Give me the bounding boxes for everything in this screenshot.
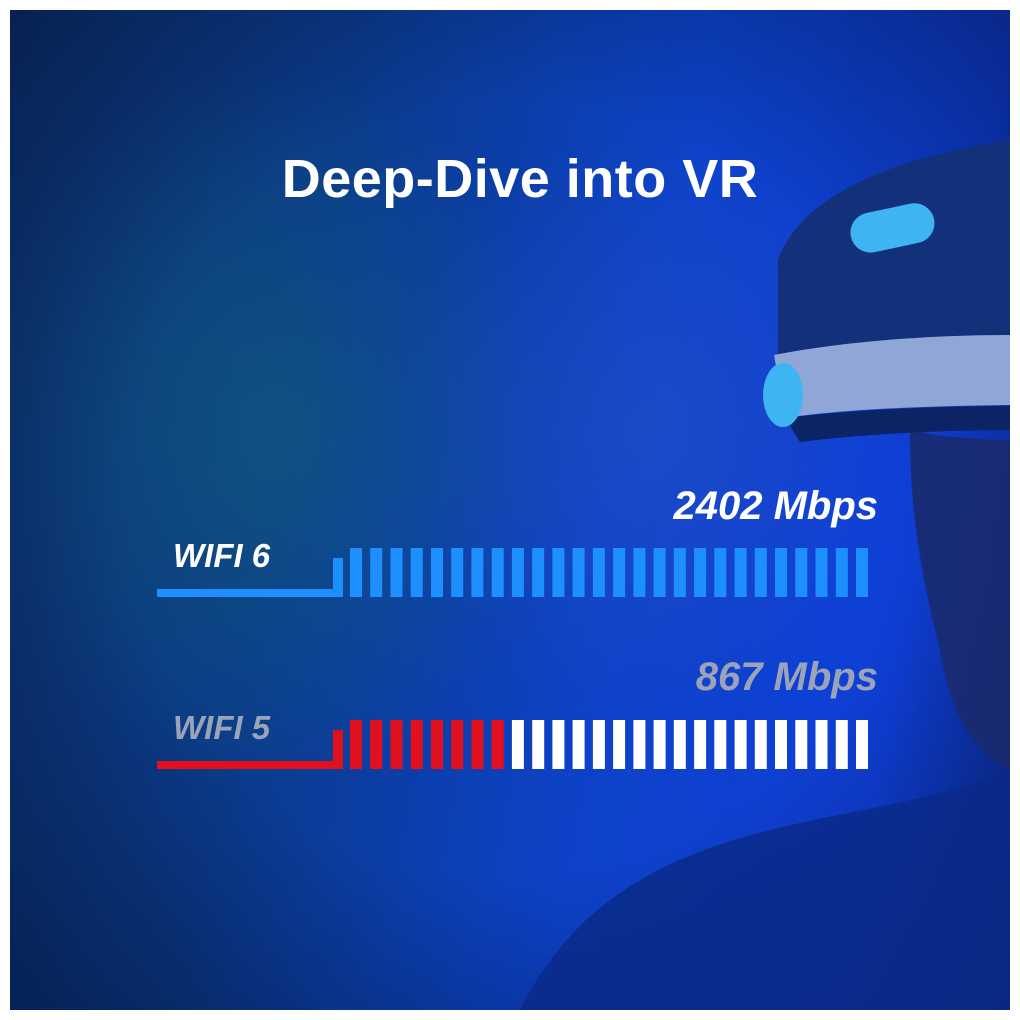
meter-segment bbox=[451, 720, 464, 769]
meter-segment bbox=[410, 548, 423, 597]
meter-segment bbox=[431, 720, 443, 769]
meter-segment bbox=[835, 720, 848, 769]
meter-segment bbox=[572, 548, 585, 597]
meter-segment bbox=[471, 548, 484, 597]
meter-segment bbox=[714, 548, 727, 597]
meter-segment bbox=[633, 548, 646, 597]
meter-step bbox=[333, 558, 343, 597]
meter-segment bbox=[653, 720, 666, 769]
meter-segment bbox=[673, 548, 686, 597]
meter-segment bbox=[795, 548, 808, 597]
meter-segment bbox=[835, 548, 848, 597]
meter-segment bbox=[431, 548, 443, 597]
meter-segment bbox=[572, 720, 585, 769]
meter-segment bbox=[532, 720, 545, 769]
wifi6-speed: 2402 Mbps bbox=[673, 484, 878, 528]
meter-segment bbox=[633, 720, 646, 769]
wifi6-label: WIFI 6 bbox=[173, 537, 271, 574]
meter-segment bbox=[350, 720, 362, 769]
meter-segment bbox=[511, 548, 524, 597]
meter-segment bbox=[491, 720, 504, 769]
meter-segment bbox=[775, 720, 787, 769]
meter-segment bbox=[815, 720, 828, 769]
meter-segment bbox=[734, 720, 747, 769]
wifi6-meter-row bbox=[157, 548, 868, 597]
meter-segment bbox=[532, 548, 545, 597]
page-title: Deep-Dive into VR bbox=[281, 149, 759, 209]
meter-segment bbox=[390, 548, 403, 597]
meter-segment bbox=[714, 720, 727, 769]
meter-segment bbox=[856, 548, 868, 597]
meter-segment bbox=[552, 720, 565, 769]
meter-segment bbox=[653, 548, 666, 597]
background-scene bbox=[10, 10, 1010, 1010]
meter-segment bbox=[410, 720, 423, 769]
meter-baseline bbox=[157, 589, 343, 597]
meter-segment bbox=[815, 548, 828, 597]
meter-segment bbox=[734, 548, 747, 597]
meter-segment bbox=[592, 720, 605, 769]
meter-segment bbox=[390, 720, 403, 769]
meter-segment bbox=[491, 548, 504, 597]
meter-segment bbox=[613, 720, 626, 769]
meter-segment bbox=[451, 548, 464, 597]
meter-segment bbox=[552, 548, 565, 597]
meter-segment bbox=[795, 720, 808, 769]
meter-segment bbox=[471, 720, 484, 769]
meter-segment bbox=[350, 548, 362, 597]
meter-segment bbox=[673, 720, 686, 769]
speed-comparison-meter bbox=[157, 548, 868, 769]
meter-segment bbox=[592, 548, 605, 597]
wifi5-speed: 867 Mbps bbox=[695, 655, 878, 699]
meter-segment bbox=[694, 720, 707, 769]
meter-segment bbox=[511, 720, 524, 769]
meter-segment bbox=[613, 548, 626, 597]
meter-segment bbox=[856, 720, 868, 769]
meter-baseline bbox=[157, 761, 343, 769]
meter-segment bbox=[775, 548, 787, 597]
wifi5-meter-row bbox=[157, 720, 868, 769]
wifi5-label: WIFI 5 bbox=[173, 709, 271, 746]
meter-segment bbox=[370, 720, 383, 769]
vr-headset-person-image bbox=[520, 140, 1010, 1010]
meter-step bbox=[333, 730, 343, 769]
meter-segment bbox=[694, 548, 707, 597]
meter-segment bbox=[370, 548, 383, 597]
meter-segment bbox=[754, 548, 767, 597]
meter-segment bbox=[754, 720, 767, 769]
